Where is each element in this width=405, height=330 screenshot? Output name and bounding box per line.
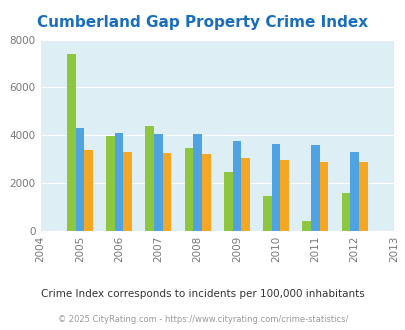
Bar: [310, 145, 319, 231]
Bar: [262, 196, 271, 231]
Bar: [153, 134, 162, 231]
Bar: [232, 141, 241, 231]
Bar: [201, 154, 210, 231]
Bar: [341, 193, 350, 231]
Bar: [67, 54, 75, 231]
Bar: [145, 126, 153, 231]
Bar: [319, 162, 328, 231]
Bar: [350, 152, 358, 231]
Bar: [162, 153, 171, 231]
Bar: [184, 148, 193, 231]
Bar: [280, 160, 288, 231]
Text: Cumberland Gap Property Crime Index: Cumberland Gap Property Crime Index: [37, 15, 368, 30]
Bar: [75, 128, 84, 231]
Bar: [302, 221, 310, 231]
Bar: [106, 137, 115, 231]
Text: © 2025 CityRating.com - https://www.cityrating.com/crime-statistics/: © 2025 CityRating.com - https://www.city…: [58, 315, 347, 324]
Bar: [271, 144, 280, 231]
Bar: [84, 150, 93, 231]
Bar: [223, 172, 232, 231]
Text: Crime Index corresponds to incidents per 100,000 inhabitants: Crime Index corresponds to incidents per…: [41, 289, 364, 299]
Bar: [241, 158, 249, 231]
Bar: [358, 162, 367, 231]
Bar: [115, 133, 123, 231]
Bar: [193, 134, 201, 231]
Bar: [123, 152, 132, 231]
